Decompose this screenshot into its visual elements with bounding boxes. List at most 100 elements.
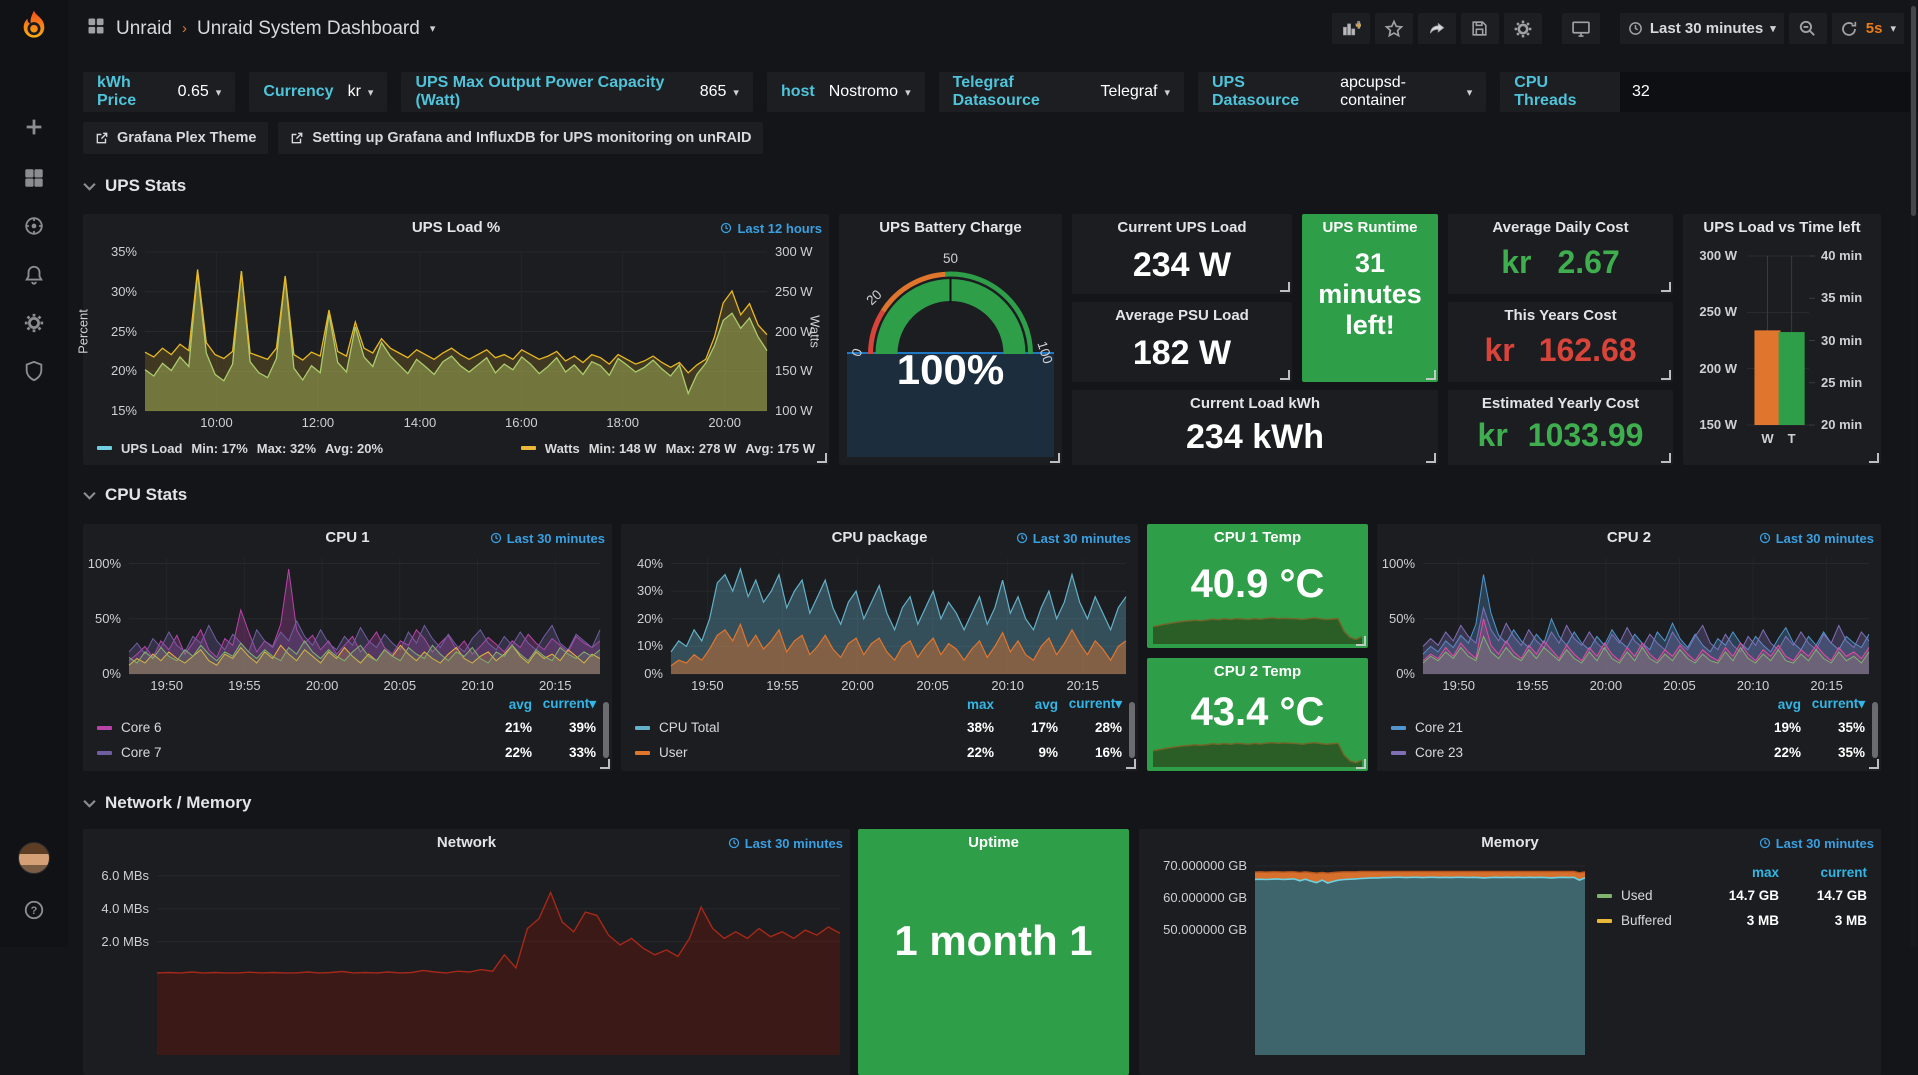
panel-resize-handle[interactable] [1280, 370, 1290, 380]
user-avatar[interactable] [0, 836, 68, 880]
sidebar-item-server-admin[interactable] [0, 349, 68, 393]
legend-series-name[interactable]: Core 6 [97, 720, 468, 735]
panel-title[interactable]: Network [436, 834, 497, 851]
legend-sort-avg[interactable]: avg [1034, 696, 1058, 712]
panel-title[interactable]: Memory [1481, 834, 1539, 851]
dashboard-link-grafana-plex-theme[interactable]: Grafana Plex Theme [83, 122, 269, 154]
panel-resize-handle[interactable] [1869, 453, 1879, 463]
panel-title[interactable]: CPU package [831, 529, 928, 546]
sidebar-item-create[interactable] [0, 105, 68, 149]
sidebar-item-dashboards[interactable] [0, 156, 68, 200]
sidebar-item-configuration[interactable] [0, 301, 68, 345]
panel-title[interactable]: CPU 1 Temp [1213, 529, 1302, 546]
title-dropdown-caret-icon[interactable]: ▾ [429, 23, 436, 35]
panel-title[interactable]: UPS Load vs Time left [1703, 219, 1861, 236]
panel-resize-handle[interactable] [1126, 759, 1136, 769]
time-range-picker[interactable]: Last 30 minutes ▾ [1619, 13, 1784, 44]
page-scrollbar[interactable] [1910, 0, 1917, 947]
ups-vs-time-bar-chart[interactable]: 300 W 250 W 200 W 150 W 40 min 35 min 30 min 25… [1683, 242, 1881, 459]
panel-title[interactable]: Average PSU Load [1115, 307, 1249, 324]
panel-time-range[interactable]: Last 30 minutes [1016, 524, 1131, 552]
panel-resize-handle[interactable] [1661, 453, 1671, 463]
legend-sort-max[interactable]: max [1751, 864, 1779, 880]
share-dashboard-button[interactable] [1417, 13, 1456, 44]
panel-resize-handle[interactable] [600, 759, 610, 769]
sidebar-item-alerting[interactable] [0, 253, 68, 297]
legend-scrollbar[interactable] [1129, 702, 1135, 758]
section-header-cpu[interactable]: CPU Stats [83, 485, 187, 505]
panel-time-range[interactable]: Last 30 minutes [490, 524, 605, 552]
panel-resize-handle[interactable] [1426, 453, 1436, 463]
variable-value-host[interactable]: Nostromo ▾ [828, 83, 911, 100]
panel-resize-handle[interactable] [817, 453, 827, 463]
dashboard-grid-icon[interactable] [86, 16, 106, 42]
panel-title[interactable]: UPS Load % [411, 219, 501, 236]
dashboard-settings-button[interactable] [1503, 13, 1542, 44]
panel-time-range[interactable]: Last 12 hours [720, 214, 822, 242]
section-header-ups[interactable]: UPS Stats [83, 176, 186, 196]
legend-sort-current[interactable]: current [1820, 864, 1867, 880]
panel-resize-handle[interactable] [1356, 759, 1366, 769]
panel-title[interactable]: CPU 1 [325, 529, 370, 546]
legend-sort-current[interactable]: current▾ [542, 696, 596, 711]
ups-load-chart[interactable]: 35% 30% 25% 20% 15% 300 W 250 W 200 W 150 W 100 W… [76, 242, 829, 435]
panel-title[interactable]: Current Load kWh [1190, 395, 1320, 412]
cpu-package-chart[interactable]: 40% 30% 20% 10% 0% 19:50 19:55 20:00 20:05 20:10 2… [621, 552, 1138, 694]
legend-sort-max[interactable]: max [966, 696, 994, 712]
panel-title[interactable]: Average Daily Cost [1492, 219, 1629, 236]
panel-time-range[interactable]: Last 30 minutes [728, 829, 843, 857]
breadcrumb-app[interactable]: Unraid [116, 17, 172, 39]
panel-resize-handle[interactable] [1869, 759, 1879, 769]
legend-series-name[interactable]: User [635, 745, 930, 760]
panel-title[interactable]: This Years Cost [1504, 307, 1617, 324]
variable-value-ups-datasource[interactable]: apcupsd-container ▾ [1340, 74, 1473, 109]
cpu2-chart[interactable]: 100% 50% 0% 19:50 19:55 20:00 20:05 20:10 20:15 [1377, 552, 1881, 694]
save-dashboard-button[interactable] [1460, 13, 1499, 44]
variable-value-currency[interactable]: kr ▾ [347, 83, 374, 100]
zoom-out-time-button[interactable] [1788, 13, 1827, 44]
legend-scrollbar[interactable] [603, 702, 609, 758]
panel-title[interactable]: UPS Runtime [1322, 219, 1418, 236]
page-title[interactable]: Unraid System Dashboard [196, 17, 420, 39]
panel-resize-handle[interactable] [1661, 282, 1671, 292]
panel-resize-handle[interactable] [1356, 636, 1366, 646]
panel-title[interactable]: Uptime [968, 834, 1019, 851]
legend-scrollbar[interactable] [1872, 702, 1878, 758]
variable-value-telegraf-datasource[interactable]: Telegraf ▾ [1100, 83, 1170, 100]
dashboard-link-setting-up-grafana-and-influxdb-for-ups-monitoring-on-unraid[interactable]: Setting up Grafana and InfluxDB for UPS … [278, 122, 764, 154]
panel-title[interactable]: Current UPS Load [1117, 219, 1247, 236]
refresh-picker[interactable]: 5s ▾ [1831, 13, 1904, 44]
legend-sort-current[interactable]: current▾ [1068, 696, 1122, 711]
network-chart[interactable]: 6.0 MBs 4.0 MBs 2.0 MBs [83, 829, 850, 1075]
variable-value-kwh-price[interactable]: 0.65 ▾ [177, 83, 222, 100]
legend-sort-current[interactable]: current▾ [1811, 696, 1865, 711]
legend-series-name[interactable]: Core 7 [97, 745, 468, 760]
panel-resize-handle[interactable] [1050, 453, 1060, 463]
legend-series-name[interactable]: Core 21 [1391, 720, 1737, 735]
legend-series-name[interactable]: UPS Load [121, 440, 183, 456]
panel-title[interactable]: UPS Battery Charge [879, 219, 1022, 236]
panel-title[interactable]: CPU 2 [1606, 529, 1652, 546]
variable-input-cpu-threads[interactable] [1620, 72, 1918, 112]
panel-resize-handle[interactable] [1661, 370, 1671, 380]
section-header-network-memory[interactable]: Network / Memory [83, 793, 251, 813]
legend-series-name[interactable]: Core 23 [1391, 745, 1737, 760]
grafana-logo[interactable] [14, 8, 54, 48]
legend-series-name[interactable]: Buffered [1597, 913, 1691, 928]
panel-title[interactable]: Estimated Yearly Cost [1481, 395, 1640, 412]
panel-title[interactable]: CPU 2 Temp [1213, 663, 1302, 680]
panel-resize-handle[interactable] [1280, 282, 1290, 292]
add-panel-button[interactable] [1331, 13, 1370, 44]
panel-time-range[interactable]: Last 30 minutes [1759, 829, 1874, 857]
legend-sort-avg[interactable]: avg [1777, 696, 1801, 712]
sidebar-item-explore[interactable] [0, 204, 68, 248]
cpu1-chart[interactable]: 100% 50% 0% 19:50 19:55 20:00 20:05 20:10 20:15 [83, 552, 612, 694]
panel-resize-handle[interactable] [1426, 370, 1436, 380]
legend-series-name[interactable]: Used [1597, 888, 1691, 903]
sidebar-item-help[interactable]: ? [0, 888, 68, 932]
panel-time-range[interactable]: Last 30 minutes [1759, 524, 1874, 552]
legend-series-name[interactable]: CPU Total [635, 720, 930, 735]
legend-series-name[interactable]: Watts [544, 440, 580, 456]
cycle-view-mode-button[interactable] [1561, 13, 1600, 44]
battery-gauge[interactable]: 0 20 50 100 [839, 242, 1062, 465]
